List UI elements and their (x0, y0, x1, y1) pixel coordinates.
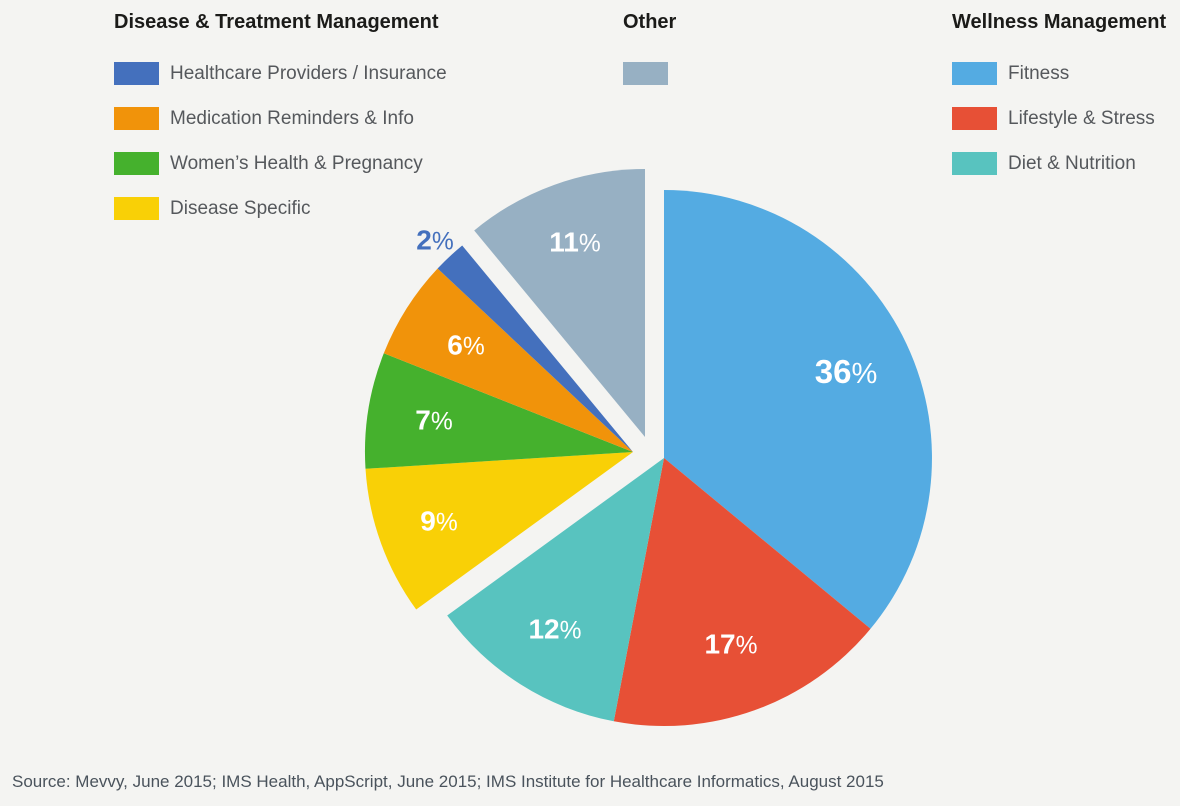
pie-slice-medication-reminders-info (383, 268, 633, 452)
source-citation: Source: Mevvy, June 2015; IMS Health, Ap… (12, 772, 884, 791)
legend-item-label: Fitness (1008, 62, 1070, 84)
pie-slice-womens-health-pregnancy (364, 353, 633, 469)
legend-swatch-lifestyle-stress (952, 107, 997, 130)
legend-group-title: Disease & Treatment Management (114, 11, 439, 33)
legend-swatch-diet-nutrition (952, 152, 997, 175)
legend-item-womens-health-pregnancy: Women’s Health & Pregnancy (114, 152, 447, 175)
legend-group-title: Wellness Management (952, 11, 1167, 33)
pie-slice-disease-specific (365, 452, 633, 610)
legend-item-label: Women’s Health & Pregnancy (170, 152, 423, 174)
legend-item-disease-specific: Disease Specific (114, 197, 447, 220)
legend-item-medication-reminders-info: Medication Reminders & Info (114, 107, 447, 130)
legend-item-label: Diet & Nutrition (1008, 152, 1136, 174)
legend-swatch-disease-specific (114, 197, 159, 220)
pie-slice-healthcare-providers-insurance (437, 245, 633, 452)
legend-group-1: Other (623, 8, 679, 107)
legend-item-healthcare-providers-insurance: Healthcare Providers / Insurance (114, 62, 447, 85)
legend-item-label: Lifestyle & Stress (1008, 107, 1155, 129)
legend-item-diet-nutrition: Diet & Nutrition (952, 152, 1166, 175)
legend-swatch-healthcare-providers-insurance (114, 62, 159, 85)
pie-slice-diet-nutrition (447, 458, 664, 722)
pie-slice-other (474, 169, 645, 437)
legend-item-other (623, 62, 679, 85)
legend-item-label: Disease Specific (170, 197, 311, 219)
legend-item-fitness: Fitness (952, 62, 1166, 85)
legend-group-title: Other (623, 11, 677, 33)
legend-item-lifestyle-stress: Lifestyle & Stress (952, 107, 1166, 130)
legend-swatch-womens-health-pregnancy (114, 152, 159, 175)
legend-item-label: Medication Reminders & Info (170, 107, 414, 129)
legend-group-2: Wellness Management Fitness Lifestyle & St… (952, 8, 1166, 197)
legend-swatch-other (623, 62, 668, 85)
legend-item-label: Healthcare Providers / Insurance (170, 62, 447, 84)
pie-slice-lifestyle-stress (613, 458, 871, 727)
legend-swatch-fitness (952, 62, 997, 85)
legend-swatch-medication-reminders-info (114, 107, 159, 130)
pie-slice-fitness (664, 190, 932, 629)
legend-group-0: Disease & Treatment Management Healthcare… (114, 8, 447, 242)
